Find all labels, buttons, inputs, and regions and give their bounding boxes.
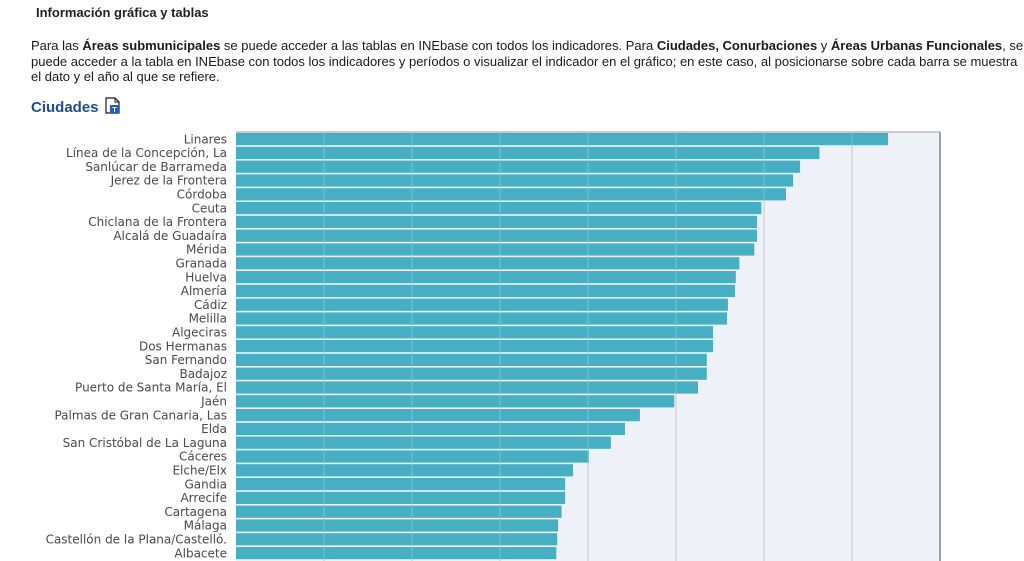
category-label: Ceuta — [192, 201, 227, 215]
intro-paragraph: Para las Áreas submunicipales se puede a… — [31, 38, 1024, 85]
bar[interactable] — [236, 395, 675, 408]
bar[interactable] — [236, 450, 589, 463]
category-label: Cartagena — [164, 505, 227, 519]
bar[interactable] — [236, 422, 625, 435]
chart-heading: Ciudades T — [31, 97, 120, 116]
bar[interactable] — [236, 464, 574, 477]
category-label: Melilla — [189, 312, 227, 326]
table-document-icon[interactable]: T — [104, 97, 120, 114]
bar[interactable] — [236, 505, 562, 518]
bar[interactable] — [236, 284, 735, 297]
category-label: Badajoz — [179, 367, 227, 381]
intro-bold-ciudades-conurbaciones: Ciudades, Conurbaciones — [656, 38, 818, 53]
category-label: Jaén — [200, 395, 227, 409]
svg-text:T: T — [112, 107, 117, 114]
category-label: Almería — [181, 284, 227, 298]
bar[interactable] — [236, 381, 698, 394]
bar[interactable] — [236, 257, 740, 270]
bar[interactable] — [236, 215, 757, 228]
intro-text: se puede acceder a las tablas en INEbase… — [220, 38, 657, 53]
category-label: Dos Hermanas — [139, 339, 227, 353]
category-label: Linares — [184, 132, 227, 146]
category-label: Gandia — [184, 477, 227, 491]
category-label: Málaga — [184, 519, 227, 533]
chart-heading-label[interactable]: Ciudades — [31, 99, 99, 116]
intro-text: , se puede acceder a la tabla en INEbase… — [31, 38, 1024, 84]
category-label: Mérida — [186, 243, 227, 257]
bar[interactable] — [236, 229, 757, 242]
bar[interactable] — [236, 146, 820, 159]
category-label: Alcalá de Guadaíra — [113, 229, 227, 243]
category-label: San Cristóbal de La Laguna — [63, 436, 227, 450]
category-label: Albacete — [174, 546, 227, 560]
bar[interactable] — [236, 409, 640, 422]
category-label: Córdoba — [177, 188, 227, 202]
bar[interactable] — [236, 436, 611, 449]
category-label: Algeciras — [172, 326, 227, 340]
bar[interactable] — [236, 519, 559, 532]
section-title: Información gráfica y tablas — [36, 5, 209, 20]
category-label: San Fernando — [145, 353, 227, 367]
bar[interactable] — [236, 298, 728, 311]
intro-text: y — [817, 38, 831, 53]
bar[interactable] — [236, 312, 728, 325]
bar[interactable] — [236, 478, 566, 491]
category-label: Chiclana de la Frontera — [88, 215, 227, 229]
bar[interactable] — [236, 547, 557, 560]
bar[interactable] — [236, 243, 755, 256]
bar[interactable] — [236, 533, 558, 546]
bar[interactable] — [236, 491, 566, 504]
category-label: Jerez de la Frontera — [110, 174, 227, 188]
intro-bold-areas-urbanas: Áreas Urbanas Funcionales — [830, 38, 1003, 53]
category-label: Puerto de Santa María, El — [75, 381, 227, 395]
bar[interactable] — [236, 188, 786, 201]
intro-text: Para las — [31, 38, 83, 53]
intro-bold-areas-submunicipales: Áreas submunicipales — [82, 38, 221, 53]
category-label: Elda — [201, 422, 227, 436]
bar[interactable] — [236, 326, 713, 339]
bar[interactable] — [236, 160, 801, 173]
category-label: Sanlúcar de Barrameda — [85, 160, 227, 174]
category-label: Línea de la Concepción, La — [66, 146, 227, 160]
bar[interactable] — [236, 353, 707, 366]
category-label: Cádiz — [194, 298, 227, 312]
category-label: Arrecife — [180, 491, 227, 505]
category-label: Huelva — [185, 270, 227, 284]
bar[interactable] — [236, 271, 736, 284]
bar[interactable] — [236, 340, 713, 353]
category-label: Castellón de la Plana/Castelló. — [46, 533, 227, 547]
category-label: Granada — [175, 257, 227, 271]
category-label: Elche/Elx — [172, 464, 227, 478]
bar[interactable] — [236, 133, 889, 146]
bar[interactable] — [236, 367, 707, 380]
category-label: Cáceres — [179, 450, 227, 464]
category-label: Palmas de Gran Canaria, Las — [54, 408, 227, 422]
bar[interactable] — [236, 174, 794, 187]
bar[interactable] — [236, 202, 762, 215]
